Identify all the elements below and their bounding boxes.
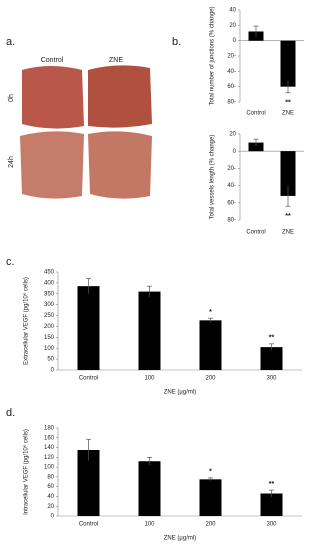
photo — [22, 66, 84, 129]
y-tick-label: 250 — [44, 313, 55, 319]
significance: ** — [285, 100, 291, 107]
photo — [88, 65, 152, 128]
x-tick-label: Control — [246, 230, 265, 236]
y-tick-label: 60- — [227, 200, 236, 206]
y-tick-label: 80- — [227, 218, 236, 224]
significance: ** — [269, 481, 275, 488]
x-tick-label: 300 — [266, 376, 277, 382]
y-tick-label: 60 — [47, 484, 54, 490]
y-tick-label: 450 — [44, 270, 55, 276]
y-axis-label: Total number of junctions (% change) — [210, 6, 216, 105]
x-tick-label: Control — [79, 522, 98, 528]
y-tick-label: 20- — [227, 166, 236, 172]
y-tick-label: 60- — [227, 84, 236, 90]
y-tick-label: 150 — [44, 335, 55, 341]
x-tick-label: 200 — [205, 522, 216, 528]
y-tick-label: 20 — [47, 504, 54, 510]
significance: * — [209, 469, 212, 476]
x-tick-label: 100 — [144, 522, 155, 528]
bar — [260, 493, 283, 516]
significance: ** — [269, 335, 275, 342]
y-tick-label: 40 — [47, 494, 54, 500]
x-tick-label: ZNE — [282, 111, 294, 117]
x-tick-label: 300 — [266, 522, 277, 528]
y-tick-label: 20- — [227, 54, 236, 60]
y-tick-label: 100 — [44, 465, 55, 471]
column-label: ZNE — [109, 57, 123, 64]
panel-label: d. — [6, 407, 15, 419]
y-tick-label: 120 — [44, 455, 55, 461]
y-tick-label: 300 — [44, 302, 55, 308]
y-tick-label: 200 — [44, 324, 55, 330]
y-tick-label: 180 — [44, 426, 55, 432]
panel-label: b. — [172, 36, 181, 48]
x-tick-label: Control — [246, 111, 265, 117]
row-label: 24h — [8, 156, 15, 168]
bar — [248, 142, 264, 152]
y-tick-label: 40- — [227, 183, 236, 189]
y-tick-label: 400 — [44, 280, 55, 286]
bar — [77, 286, 100, 370]
x-tick-label: ZNE — [282, 230, 294, 236]
photo — [88, 131, 152, 199]
photos — [20, 65, 152, 199]
y-tick-label: 0 — [233, 149, 237, 155]
y-axis-label: Extracellular VEGF (pg/10⁶ cells) — [23, 277, 30, 365]
y-tick-label: 80 — [47, 474, 54, 480]
row-label: 0h — [8, 94, 15, 102]
x-axis-label: ZNE (µg/ml) — [164, 390, 196, 396]
y-tick-label: 50 — [47, 357, 54, 363]
y-tick-label: 0 — [51, 514, 55, 520]
panel-label: a. — [6, 36, 15, 48]
y-tick-label: 0 — [233, 38, 237, 44]
y-tick-label: 0 — [51, 368, 55, 374]
bar — [77, 450, 100, 516]
significance: * — [209, 309, 212, 316]
bar — [280, 151, 296, 196]
bar — [260, 347, 283, 370]
y-tick-label: 20 — [229, 23, 236, 29]
x-axis-label: ZNE (µg/ml) — [164, 536, 196, 542]
y-tick-label: 350 — [44, 291, 55, 297]
y-tick-label: 160 — [44, 435, 55, 441]
y-tick-label: 100 — [44, 346, 55, 352]
significance: ** — [285, 213, 291, 220]
y-tick-label: 80- — [227, 100, 236, 106]
y-tick-label: 20 — [229, 132, 236, 138]
x-tick-label: 200 — [205, 376, 216, 382]
y-tick-label: 140 — [44, 445, 55, 451]
bar — [138, 291, 161, 370]
y-axis-label: Total vessels length (% change) — [210, 135, 216, 220]
y-tick-label: 40- — [227, 69, 236, 75]
panel-label: c. — [6, 256, 15, 268]
y-axis-label: Intracellular VEGF (pg/10⁶ cells) — [23, 429, 30, 515]
bar — [280, 40, 296, 87]
x-tick-label: Control — [79, 376, 98, 382]
photo — [20, 131, 84, 199]
bar — [138, 461, 161, 516]
x-tick-label: 100 — [144, 376, 155, 382]
bar — [199, 320, 222, 370]
y-tick-label: 40 — [229, 8, 236, 14]
column-label: Control — [41, 57, 64, 64]
bar — [199, 479, 222, 516]
